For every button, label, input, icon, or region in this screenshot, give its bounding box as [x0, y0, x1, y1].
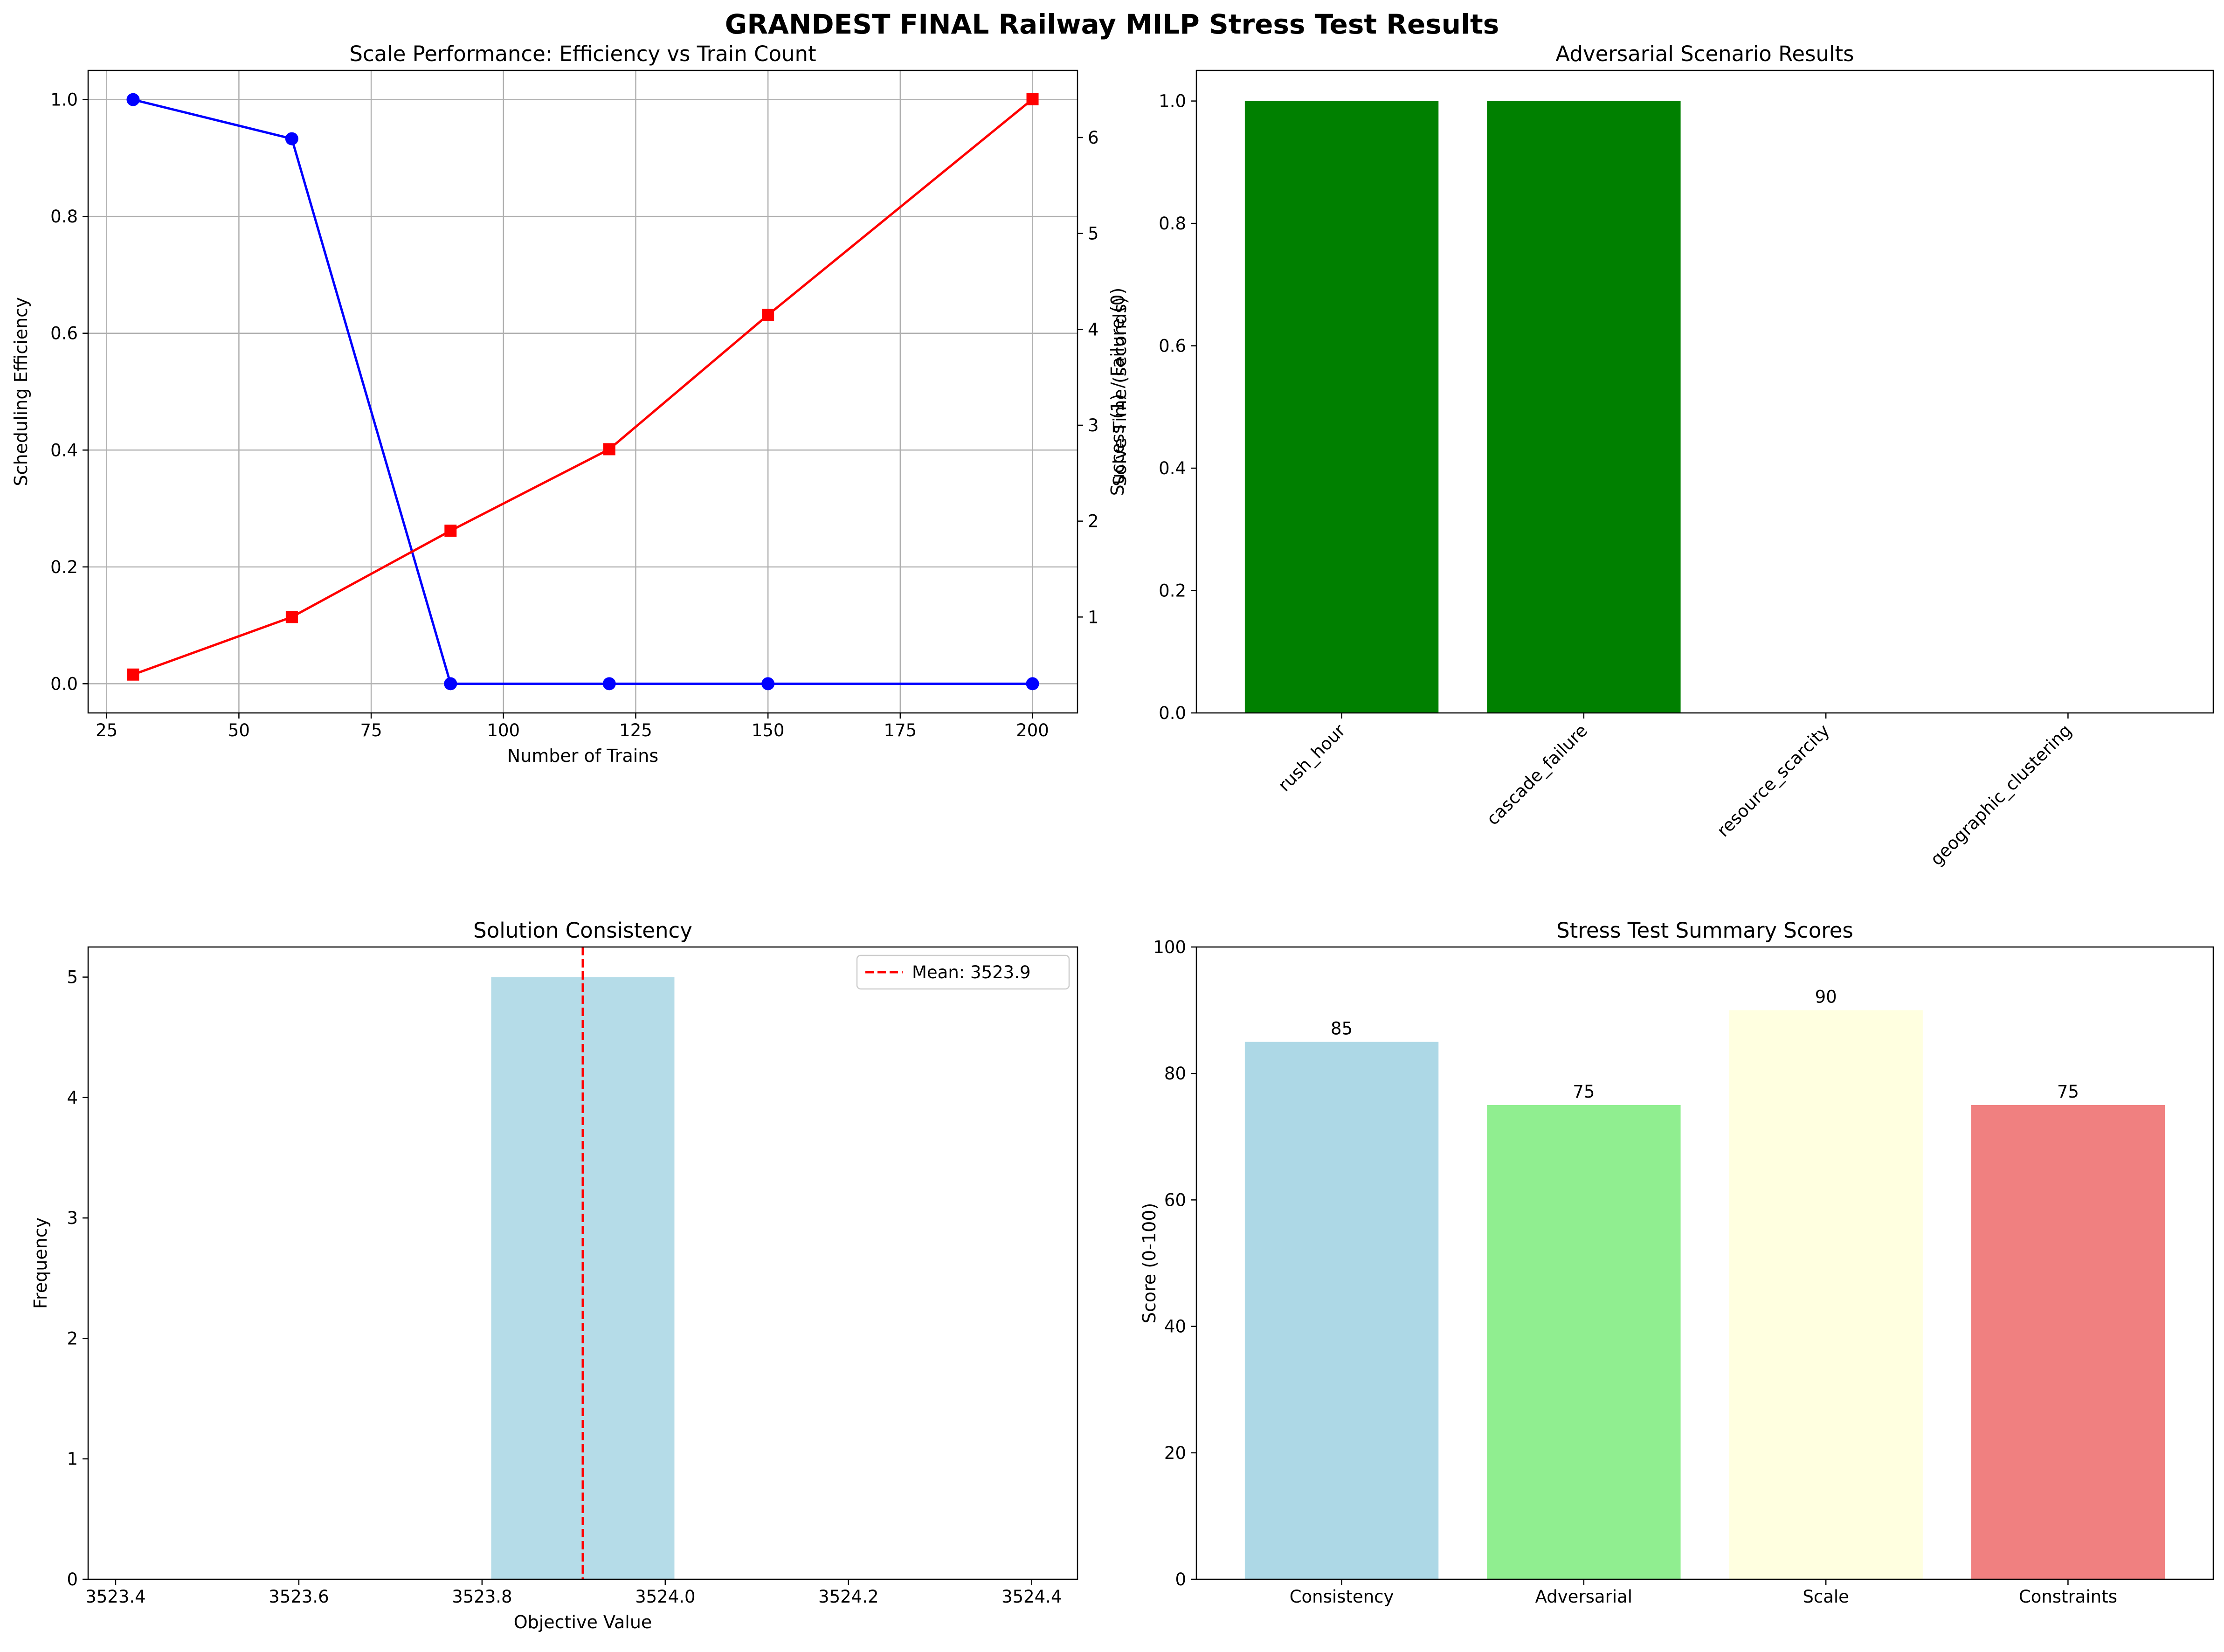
y-tick-label: 0.6 [50, 324, 78, 344]
y-tick-label: 0.4 [1159, 458, 1186, 478]
y2-tick-label: 2 [1088, 511, 1099, 532]
x-tick-label: 25 [96, 720, 117, 740]
y-tick-label: 0.6 [1159, 336, 1186, 356]
success-bar [1487, 101, 1681, 713]
y-tick-label: 2 [67, 1328, 78, 1348]
score-value-label: 90 [1815, 987, 1837, 1007]
efficiency-point [602, 677, 616, 691]
scenario-label: rush_hour [1274, 720, 1350, 795]
solve-time-point [1026, 93, 1039, 105]
efficiency-point [761, 677, 775, 691]
x-tick-label: 150 [752, 720, 785, 740]
category-label: Consistency [1290, 1587, 1394, 1607]
category-label: Adversarial [1535, 1587, 1632, 1607]
y2-tick-label: 5 [1088, 224, 1099, 244]
plot-frame [87, 946, 1078, 1580]
category-label: Scale [1803, 1587, 1849, 1607]
y-tick-label: 0.8 [1159, 214, 1186, 234]
x-tick-label: 3524.0 [635, 1587, 695, 1607]
scenario-label: geographic_clustering [1927, 720, 2076, 870]
y-tick-label: 4 [67, 1088, 78, 1108]
y-tick-label: 100 [1153, 937, 1186, 957]
y-tick-label: 3 [67, 1208, 78, 1228]
x-tick-label: 3523.8 [452, 1587, 512, 1607]
y2-tick-label: 3 [1088, 415, 1099, 435]
y-tick-label: 0 [1175, 1569, 1186, 1590]
chart-scale-performance: 25 50 75 100 125 150 175 2000.00.20.40.60.81.01… [11, 41, 1130, 766]
solve-time-point [603, 443, 615, 456]
y-axis-label: Frequency [30, 1217, 51, 1309]
x-tick-label: 3524.4 [1001, 1587, 1062, 1607]
plot-frame [1195, 69, 2214, 714]
score-bar [1729, 1010, 1923, 1579]
y-tick-label: 5 [67, 968, 78, 988]
y2-tick-label: 4 [1088, 319, 1099, 339]
x-tick-label: 200 [1016, 720, 1049, 740]
x-tick-label: 50 [228, 720, 250, 740]
y-tick-label: 80 [1164, 1064, 1186, 1084]
score-value-label: 85 [1331, 1018, 1353, 1038]
score-bar [1487, 1105, 1681, 1579]
score-value-label: 75 [1573, 1082, 1595, 1102]
scenario-label: resource_scarcity [1713, 720, 1833, 841]
y-tick-label: 60 [1164, 1190, 1186, 1210]
y-tick-label: 1.0 [50, 90, 78, 110]
efficiency-point [285, 132, 298, 145]
plot-title: Scale Performance: Efficiency vs Train C… [349, 41, 816, 66]
efficiency-line [132, 98, 1033, 685]
solve-time-point [127, 668, 139, 681]
solve-time-point [285, 611, 298, 623]
y-tick-label: 1.0 [1159, 91, 1186, 111]
legend-box [856, 954, 1070, 990]
plot-frame [87, 69, 1078, 714]
score-bar [1971, 1105, 2165, 1579]
plot-title: Adversarial Scenario Results [1555, 41, 1854, 66]
y-tick-label: 1 [67, 1449, 78, 1469]
x-axis-label: Number of Trains [507, 746, 658, 766]
x-tick-label: 3524.2 [818, 1587, 878, 1607]
efficiency-point [1026, 677, 1039, 691]
y-tick-label: 20 [1164, 1443, 1186, 1463]
chart-adversarial: 0.0 0.2 0.4 0.6 0.8 1.0 rush_hour cascade_failu… [1107, 41, 2214, 870]
plot-title: Solution Consistency [473, 918, 692, 943]
y-tick-label: 40 [1164, 1317, 1186, 1337]
plot-title: Stress Test Summary Scores [1556, 918, 1853, 943]
chart-solution-consistency: 3523.4 3523.6 3523.8 3524.0 3524.2 3524.4 0 1 2 3… [30, 918, 1078, 1632]
score-value-label: 75 [2057, 1082, 2079, 1102]
y-axis-label: Score (0-100) [1139, 1203, 1160, 1324]
category-label: Constraints [2019, 1587, 2117, 1607]
plot-frame [1195, 946, 2214, 1580]
score-bar [1244, 1042, 1439, 1579]
chart-summary-scores: 0 20 40 60 80 100 85 Consistency 75 Adversarial 90… [1139, 918, 2214, 1607]
figure-title: GRANDEST FINAL Railway MILP Stress Test … [725, 8, 1499, 40]
solve-time-line [132, 98, 1034, 676]
scenario-label: cascade_failure [1483, 720, 1591, 829]
success-bar [1244, 101, 1439, 713]
y-axis-label: Scheduling Efficiency [11, 297, 31, 486]
y-tick-label: 0.4 [50, 440, 78, 460]
x-axis-label: Objective Value [514, 1612, 652, 1632]
y-tick-label: 0 [67, 1569, 78, 1590]
y-tick-label: 0.8 [50, 207, 78, 227]
x-tick-label: 3523.6 [269, 1587, 329, 1607]
y-tick-label: 0.0 [1159, 703, 1186, 723]
efficiency-point [444, 677, 457, 691]
x-tick-label: 3523.4 [85, 1587, 145, 1607]
y-tick-label: 0.2 [50, 557, 78, 577]
y-axis-label: Success (1) / Failure (0) [1107, 288, 1128, 496]
legend-mean-label: Mean: 3523.9 [912, 962, 1031, 982]
y2-tick-label: 6 [1088, 128, 1099, 148]
efficiency-point [126, 93, 140, 106]
solve-time-point [444, 525, 457, 537]
solve-time-point [762, 309, 774, 321]
y-tick-label: 0.0 [50, 674, 78, 694]
x-tick-label: 125 [619, 720, 652, 740]
y-tick-label: 0.2 [1159, 581, 1186, 601]
x-tick-label: 175 [884, 720, 917, 740]
y-axis-label: Solve Time (seconds) [1110, 297, 1130, 486]
x-tick-label: 75 [360, 720, 382, 740]
x-tick-label: 100 [487, 720, 520, 740]
y2-tick-label: 1 [1088, 607, 1099, 627]
